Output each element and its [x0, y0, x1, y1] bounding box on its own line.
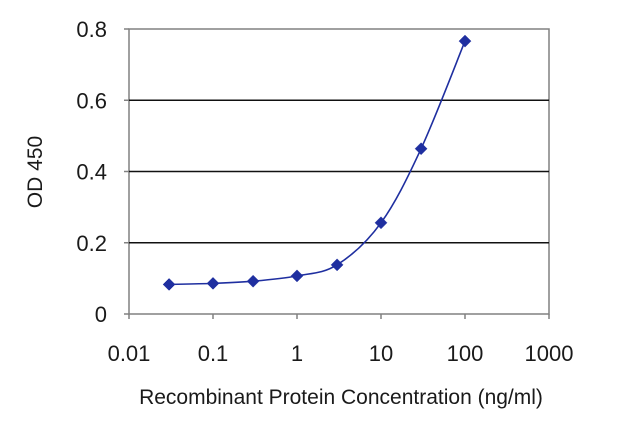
data-series — [162, 34, 472, 291]
data-point-3 — [290, 269, 304, 283]
grid-lines — [129, 99, 549, 244]
x-tick-label-2: 1 — [291, 341, 303, 366]
y-tick-label-2: 0.4 — [76, 160, 107, 185]
x-tick-label-0: 0.01 — [108, 341, 151, 366]
x-axis-title: Recombinant Protein Concentration (ng/ml… — [139, 386, 543, 409]
y-axis-title: OD 450 — [24, 136, 47, 208]
x-tick-label-5: 1000 — [525, 341, 574, 366]
x-axis-ticks: 0.01 0.1 1 10 100 1000 — [108, 314, 574, 366]
x-tick-label-3: 10 — [369, 341, 393, 366]
y-tick-label-1: 0.2 — [76, 231, 107, 256]
data-point-5 — [374, 216, 388, 230]
y-axis-ticks: 0 0.2 0.4 0.6 0.8 — [76, 17, 129, 327]
x-tick-label-1: 0.1 — [198, 341, 229, 366]
x-tick-label-4: 100 — [447, 341, 484, 366]
data-point-2 — [246, 274, 260, 288]
y-tick-label-3: 0.6 — [76, 88, 107, 113]
y-tick-label-0: 0 — [95, 302, 107, 327]
data-point-6 — [414, 142, 428, 156]
data-point-4 — [330, 258, 344, 272]
data-point-7 — [458, 34, 472, 48]
data-point-1 — [206, 277, 220, 290]
y-tick-label-4: 0.8 — [76, 17, 107, 42]
data-point-0 — [162, 278, 176, 291]
